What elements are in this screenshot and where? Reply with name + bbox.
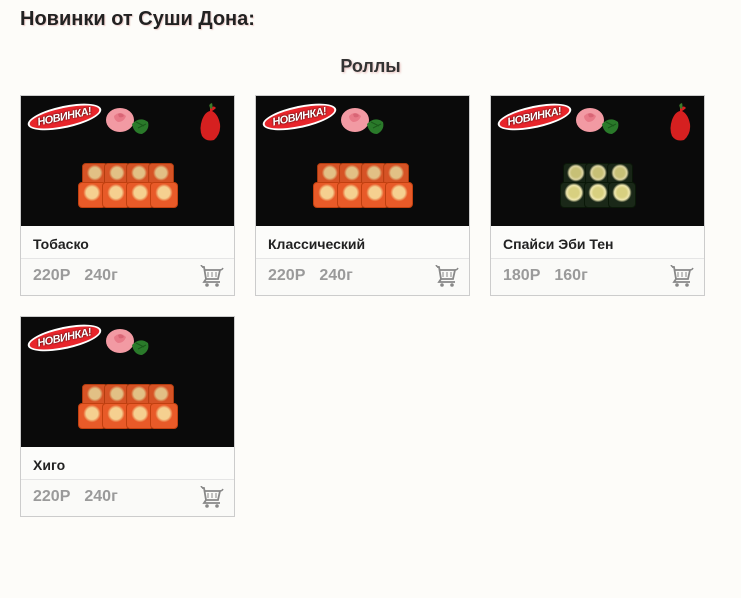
product-card[interactable]: НОВИНКА! Хиго 220Р 240г xyxy=(20,316,235,517)
product-price: 220Р xyxy=(33,488,70,506)
product-info: Классический xyxy=(256,226,469,258)
garnish-icon xyxy=(100,323,156,364)
add-to-cart-button[interactable] xyxy=(198,486,224,508)
product-footer: 220Р 240г xyxy=(21,479,234,516)
product-footer: 220Р 240г xyxy=(21,258,234,295)
products-grid: НОВИНКА! Тобаско 220Р 240г НОВИНКА! Класси… xyxy=(20,95,721,517)
sushi-row xyxy=(78,403,178,429)
product-image: НОВИНКА! xyxy=(21,96,234,226)
price-weight: 220Р 240г xyxy=(268,267,353,285)
product-weight: 240г xyxy=(84,488,117,506)
page-title: Новинки от Суши Дона: xyxy=(20,8,721,31)
garnish-icon xyxy=(100,102,156,143)
product-info: Хиго xyxy=(21,447,234,479)
new-badge: НОВИНКА! xyxy=(26,319,104,356)
product-weight: 160г xyxy=(554,267,587,285)
add-to-cart-button[interactable] xyxy=(668,265,694,287)
product-footer: 220Р 240г xyxy=(256,258,469,295)
add-to-cart-button[interactable] xyxy=(198,265,224,287)
product-price: 220Р xyxy=(33,267,70,285)
price-weight: 220Р 240г xyxy=(33,488,118,506)
product-image: НОВИНКА! xyxy=(256,96,469,226)
spicy-icon xyxy=(192,102,228,147)
spicy-icon xyxy=(662,102,698,147)
product-card[interactable]: НОВИНКА! Тобаско 220Р 240г xyxy=(20,95,235,296)
garnish-icon xyxy=(570,102,626,143)
garnish-icon xyxy=(335,102,391,143)
new-badge: НОВИНКА! xyxy=(261,98,339,135)
add-to-cart-button[interactable] xyxy=(433,265,459,287)
product-info: Спайси Эби Тен xyxy=(491,226,704,258)
product-image: НОВИНКА! xyxy=(491,96,704,226)
new-badge: НОВИНКА! xyxy=(26,98,104,135)
sushi-row xyxy=(313,182,413,208)
product-name: Спайси Эби Тен xyxy=(503,236,692,252)
new-badge: НОВИНКА! xyxy=(496,98,574,135)
product-name: Тобаско xyxy=(33,236,222,252)
product-card[interactable]: НОВИНКА! Спайси Эби Тен 180Р 160г xyxy=(490,95,705,296)
price-weight: 180Р 160г xyxy=(503,267,588,285)
price-weight: 220Р 240г xyxy=(33,267,118,285)
product-weight: 240г xyxy=(319,267,352,285)
product-image: НОВИНКА! xyxy=(21,317,234,447)
category-title: Роллы xyxy=(20,56,721,77)
product-footer: 180Р 160г xyxy=(491,258,704,295)
product-price: 220Р xyxy=(268,267,305,285)
product-price: 180Р xyxy=(503,267,540,285)
product-weight: 240г xyxy=(84,267,117,285)
product-card[interactable]: НОВИНКА! Классический 220Р 240г xyxy=(255,95,470,296)
product-name: Классический xyxy=(268,236,457,252)
product-info: Тобаско xyxy=(21,226,234,258)
sushi-row xyxy=(78,182,178,208)
sushi-row xyxy=(560,182,636,208)
product-name: Хиго xyxy=(33,457,222,473)
